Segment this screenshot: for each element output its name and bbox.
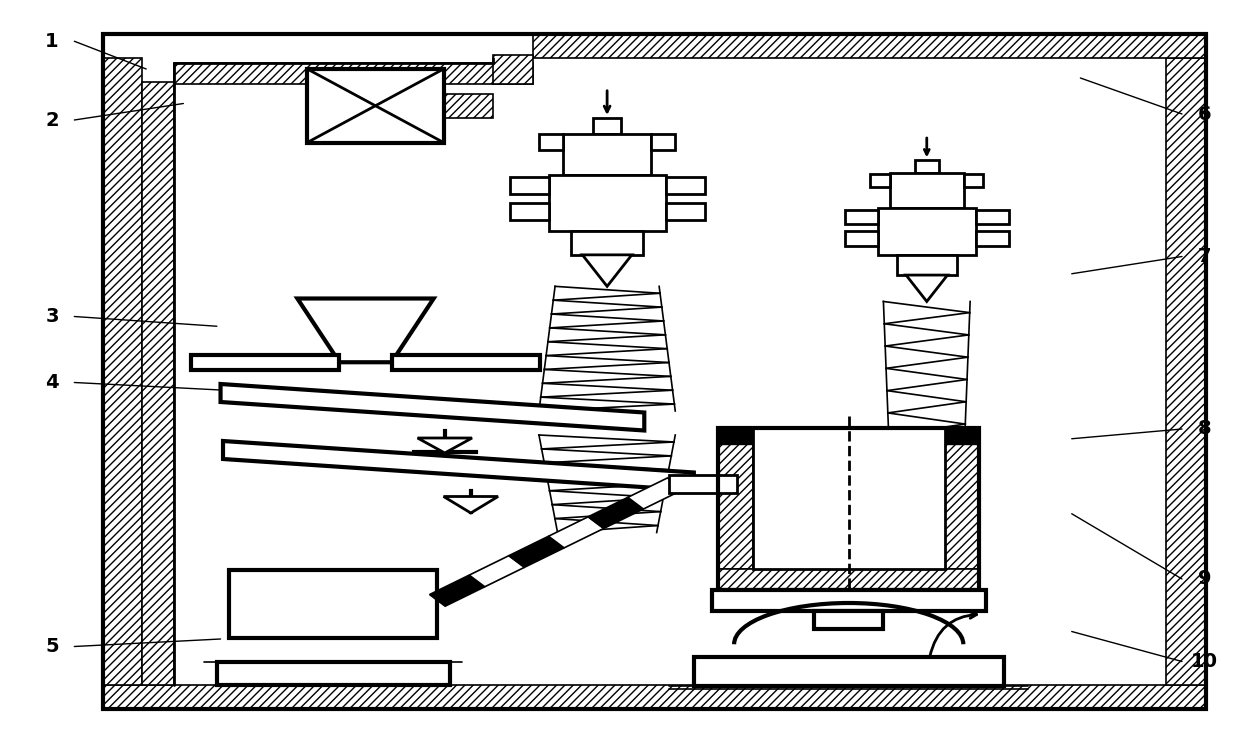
Bar [669, 475, 737, 493]
Bar [845, 210, 877, 224]
Bar [877, 208, 976, 255]
Bar [752, 427, 945, 568]
Bar [103, 34, 1206, 709]
Text: 4: 4 [46, 373, 58, 392]
Bar [533, 34, 1206, 58]
Bar [549, 175, 665, 231]
Bar [914, 160, 939, 173]
Polygon shape [297, 298, 434, 362]
Bar [103, 685, 1206, 709]
Text: 1: 1 [46, 32, 58, 51]
Polygon shape [589, 497, 643, 529]
Bar [665, 177, 705, 194]
Polygon shape [906, 275, 948, 302]
Polygon shape [418, 438, 472, 453]
Bar [845, 231, 877, 246]
Bar [142, 82, 175, 685]
Bar [890, 173, 964, 208]
Bar [719, 427, 979, 590]
Bar [719, 568, 979, 590]
Polygon shape [470, 556, 524, 586]
Polygon shape [221, 384, 644, 430]
Bar [897, 255, 957, 275]
Bar [976, 231, 1009, 246]
Bar [719, 427, 979, 444]
Bar [509, 177, 549, 194]
Polygon shape [444, 496, 498, 513]
Text: 5: 5 [46, 637, 58, 656]
Polygon shape [549, 517, 603, 548]
Text: 2: 2 [46, 110, 58, 130]
Polygon shape [509, 536, 564, 567]
Bar [976, 210, 1009, 224]
Text: 9: 9 [1198, 569, 1211, 589]
Bar [392, 355, 540, 370]
Bar [191, 355, 339, 370]
Bar [229, 570, 437, 638]
Bar [175, 84, 1166, 685]
Bar [964, 174, 984, 188]
Bar [814, 610, 883, 629]
Bar [711, 590, 986, 610]
Bar [175, 62, 533, 84]
Polygon shape [582, 255, 632, 286]
Bar [103, 34, 1206, 709]
Text: 3: 3 [46, 307, 58, 326]
Bar [665, 202, 705, 220]
Text: 10: 10 [1191, 652, 1218, 671]
Text: 8: 8 [1198, 419, 1211, 439]
Bar [571, 231, 643, 255]
Bar [870, 174, 890, 188]
Bar [694, 657, 1004, 686]
Bar [945, 427, 979, 568]
Text: 7: 7 [1198, 247, 1211, 266]
Polygon shape [628, 478, 683, 509]
Bar [563, 134, 652, 175]
Bar [103, 58, 142, 685]
Polygon shape [430, 575, 484, 606]
Bar [652, 134, 675, 150]
Bar [444, 94, 493, 118]
Bar [217, 662, 450, 685]
Bar [493, 56, 533, 84]
Text: 6: 6 [1198, 104, 1211, 124]
Bar [307, 69, 444, 142]
Bar [719, 427, 752, 568]
Bar [1166, 58, 1206, 685]
Bar [539, 134, 563, 150]
Polygon shape [223, 441, 694, 491]
Bar [592, 118, 622, 134]
Bar [509, 202, 549, 220]
